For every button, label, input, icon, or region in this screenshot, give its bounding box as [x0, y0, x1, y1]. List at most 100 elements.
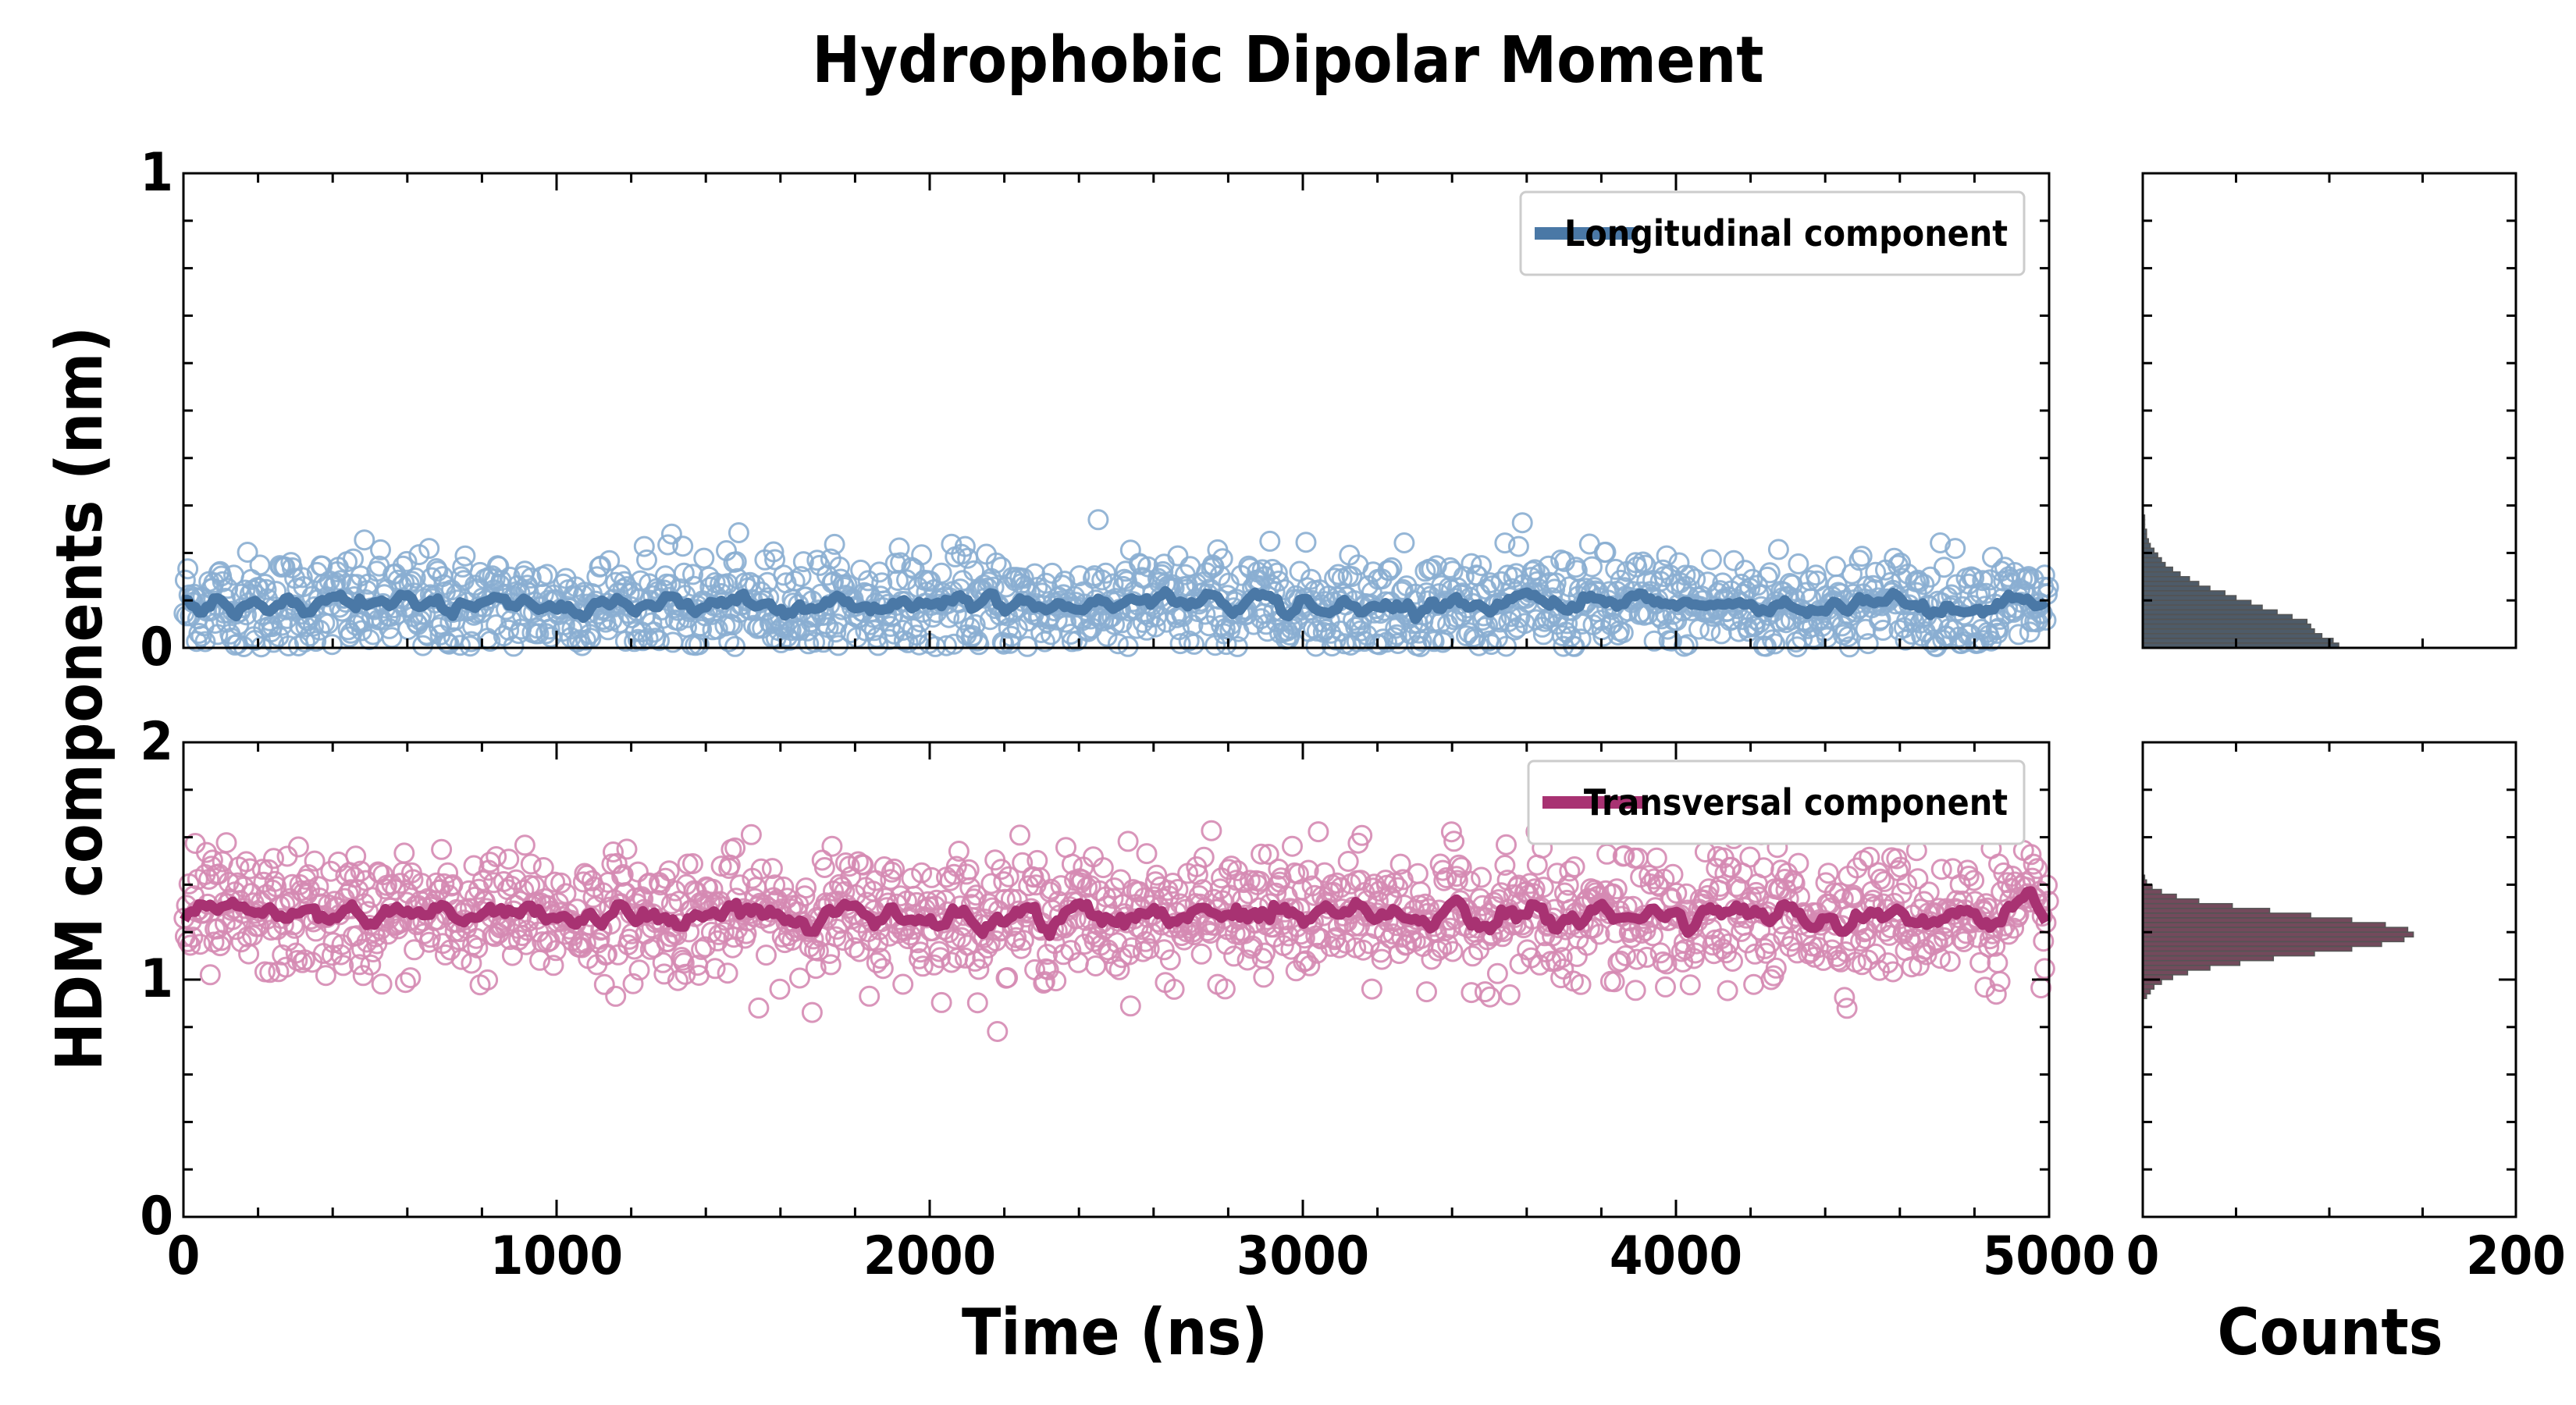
transversal-data-point — [789, 967, 810, 989]
legend-label-longitudinal: Longitudinal component — [1564, 212, 2008, 254]
transversal-data-point — [330, 944, 352, 966]
transversal-data-point — [1092, 857, 1114, 879]
longitudinal-data-point — [597, 619, 619, 641]
longitudinal-data-point — [503, 635, 525, 657]
longitudinal-histogram-ticks — [2141, 172, 2517, 649]
longitudinal-data-point — [725, 551, 747, 573]
transversal-data-point — [1714, 863, 1736, 884]
transversal-data-point — [941, 951, 962, 973]
longitudinal-data-point — [392, 555, 414, 577]
transversal-data-point — [1760, 969, 1782, 991]
transversal-data-point — [1551, 947, 1573, 969]
longitudinal-data-point — [724, 635, 746, 657]
transversal-data-point — [966, 992, 988, 1014]
longitudinal-running-average-line — [183, 585, 2050, 624]
longitudinal-data-point — [964, 614, 986, 635]
longitudinal-data-point — [1767, 539, 1789, 560]
longitudinal-data-point — [278, 635, 300, 656]
longitudinal-data-point — [1069, 565, 1091, 587]
longitudinal-data-point — [234, 579, 256, 601]
transversal-data-point — [1325, 927, 1347, 948]
transversal-data-point — [673, 952, 695, 974]
longitudinal-data-point — [633, 535, 655, 557]
transversal-data-point — [486, 846, 507, 867]
transversal-data-point — [912, 955, 934, 977]
x-tick-labels: 0 1000 2000 3000 4000 5000 — [167, 1225, 2115, 1287]
transversal-data-point — [471, 870, 493, 891]
transversal-data-point — [1989, 971, 2011, 992]
longitudinal-data-point — [963, 560, 985, 582]
transversal-data-point — [622, 973, 644, 994]
longitudinal-data-point — [672, 535, 694, 557]
transversal-data-point — [343, 866, 365, 888]
transversal-running-average-line — [180, 886, 2051, 941]
longitudinal-histogram-bar — [2142, 618, 2308, 625]
transversal-data-point — [1710, 876, 1731, 897]
transversal-data-point — [1009, 824, 1030, 846]
transversal-data-point — [1201, 820, 1222, 841]
transversal-data-point — [349, 954, 370, 976]
transversal-data-point — [304, 850, 326, 872]
longitudinal-data-point — [305, 631, 327, 653]
longitudinal-data-point — [824, 533, 845, 555]
transversal-histogram-bar — [2142, 945, 2353, 952]
x-axis-label: Time (ns) — [962, 1296, 1268, 1370]
transversal-data-point — [1836, 998, 1858, 1019]
longitudinal-data-point — [1913, 574, 1935, 596]
longitudinal-data-point — [1320, 622, 1342, 644]
transversal-data-point — [1383, 872, 1405, 894]
transversal-data-point — [1896, 873, 1918, 895]
longitudinal-histogram-bar — [2142, 590, 2226, 596]
transversal-data-point — [1649, 942, 1671, 964]
longitudinal-data-point — [237, 542, 258, 563]
transversal-data-point — [1765, 957, 1787, 979]
transversal-data-point — [1029, 867, 1051, 888]
transversal-data-point — [1162, 873, 1183, 894]
longitudinal-data-point — [717, 573, 738, 595]
transversal-data-point — [954, 947, 976, 969]
transversal-data-point — [272, 944, 294, 966]
longitudinal-data-point — [599, 550, 621, 571]
transversal-data-point — [1624, 980, 1646, 1001]
transversal-data-point — [1756, 942, 1777, 964]
panel-longitudinal: 0 1 Longitudinal component — [140, 142, 2059, 678]
longitudinal-data-point — [641, 612, 663, 634]
longitudinal-data-point — [1857, 633, 1879, 655]
transversal-data-point — [263, 848, 284, 870]
transversal-data-point — [1153, 939, 1175, 961]
longitudinal-histogram-bar — [2142, 581, 2200, 587]
transversal-data-point — [773, 876, 795, 898]
longitudinal-histogram-bar — [2142, 557, 2162, 564]
longitudinal-data-point — [825, 621, 847, 643]
longitudinal-data-point — [1169, 633, 1191, 655]
transversal-data-point — [624, 938, 646, 960]
transversal-data-point — [1722, 951, 1743, 972]
longitudinal-data-point — [1590, 610, 1612, 631]
transversal-data-point — [1045, 970, 1067, 992]
longitudinal-data-point — [1582, 556, 1603, 578]
longitudinal-data-point — [691, 618, 713, 640]
transversal-data-point — [1666, 882, 1688, 904]
transversal-data-point — [1258, 844, 1279, 865]
longitudinal-data-point — [1677, 634, 1699, 656]
longitudinal-data-point — [1626, 556, 1648, 578]
transversal-data-point — [1446, 870, 1468, 891]
longitudinal-data-point — [1350, 620, 1372, 642]
transversal-data-point — [555, 883, 577, 905]
transversal-data-point — [881, 861, 902, 883]
transversal-data-point — [1297, 859, 1319, 881]
longitudinal-data-point — [1564, 635, 1585, 657]
transversal-data-point — [1282, 835, 1303, 857]
transversal-data-point — [1436, 867, 1457, 888]
transversal-data-point — [1098, 943, 1120, 964]
longitudinal-data-point — [1788, 553, 1809, 574]
transversal-data-point — [870, 948, 891, 969]
longitudinal-data-point — [1511, 512, 1533, 534]
longitudinal-data-point — [657, 534, 679, 556]
transversal-histogram-ticks — [2141, 741, 2517, 1218]
longitudinal-data-point — [764, 549, 786, 571]
transversal-data-point — [1034, 971, 1055, 993]
longitudinal-data-point — [1261, 559, 1283, 580]
transversal-data-point — [1392, 869, 1414, 891]
transversal-data-point — [948, 841, 970, 862]
